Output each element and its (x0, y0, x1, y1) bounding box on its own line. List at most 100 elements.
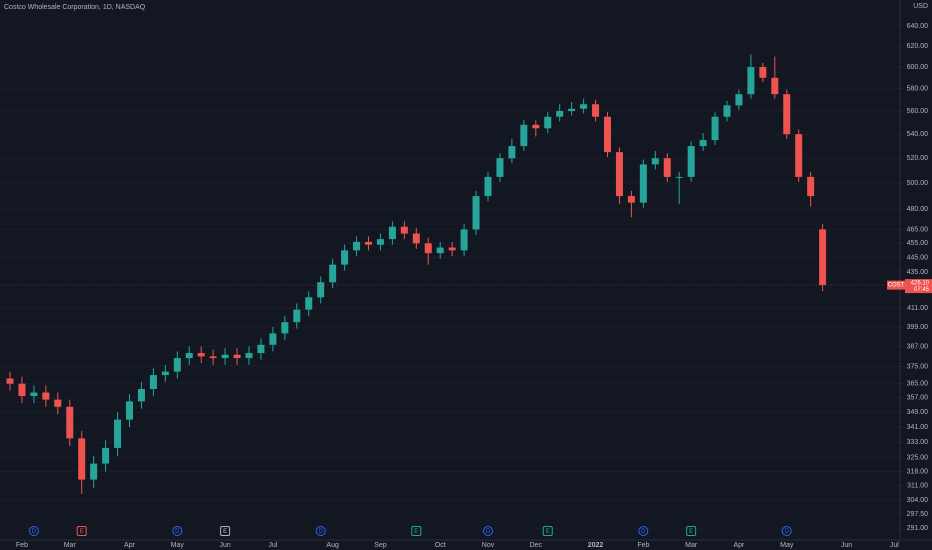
candle-body (149, 375, 157, 389)
candle-body (137, 388, 145, 402)
candle-body (245, 353, 253, 359)
x-tick-label: Mar (64, 542, 77, 549)
candle-body (627, 196, 635, 203)
candle-body (173, 358, 181, 372)
candle-body (568, 108, 576, 112)
candle-body (42, 392, 50, 400)
x-tick-label: Jun (841, 542, 852, 549)
y-tick-label: 399.00 (907, 324, 929, 331)
event-label: D (175, 529, 180, 535)
event-marker[interactable] (542, 526, 553, 536)
candle-body (114, 419, 122, 448)
candle-body (723, 105, 731, 117)
candle-body (412, 233, 420, 244)
y-tick-label: 318.00 (907, 468, 929, 475)
y-tick-label: 311.00 (907, 483, 928, 490)
event-marker[interactable] (76, 526, 87, 536)
y-tick-label: 411.00 (907, 305, 928, 312)
candle-body (126, 401, 133, 420)
event-label: D (641, 529, 646, 535)
candle-body (604, 116, 611, 153)
x-tick-label: Sep (374, 542, 387, 549)
event-marker[interactable] (686, 526, 697, 536)
candle-body (759, 67, 767, 78)
x-tick-label: Aug (326, 542, 339, 549)
candle-body (353, 241, 361, 251)
event-marker[interactable] (638, 526, 649, 536)
chart-title: Costco Wholesale Corporation, 1D, NASDAQ (4, 4, 146, 11)
candle-body (651, 158, 659, 165)
y-tick-label: 357.00 (907, 395, 929, 402)
candle-body (281, 322, 289, 334)
candle-body (376, 239, 384, 245)
candle-body (30, 392, 38, 397)
x-tick-label: Apr (124, 542, 136, 549)
x-tick-label: Feb (637, 542, 649, 549)
y-tick-label: 365.00 (907, 381, 929, 388)
candle-body (305, 297, 313, 310)
candle-body (436, 247, 444, 254)
event-marker[interactable] (28, 526, 39, 536)
price-tag (905, 279, 932, 294)
event-label: D (486, 529, 491, 535)
candle-body (580, 104, 588, 109)
y-tick-label: 341.00 (907, 424, 929, 431)
event-marker[interactable] (781, 526, 792, 536)
candle-body (615, 152, 623, 197)
y-tick-label: 445.00 (907, 254, 929, 261)
x-tick-label: Mar (685, 542, 698, 549)
candle-body (699, 140, 707, 147)
candle-body (592, 104, 600, 117)
event-marker[interactable] (315, 526, 326, 536)
x-tick-label: 2022 (588, 542, 604, 549)
countdown-label: 07:45 (914, 287, 930, 293)
symbol-tag (887, 280, 905, 290)
x-tick-label: Jul (890, 542, 899, 549)
candle-body (269, 333, 277, 345)
event-label: E (80, 529, 84, 535)
x-tick-label: Oct (435, 542, 446, 549)
y-tick-label: 465.00 (907, 226, 929, 233)
candle-body (102, 447, 110, 464)
y-tick-label: 325.00 (907, 455, 929, 462)
candle-body (807, 176, 815, 197)
y-tick-label: 297.50 (907, 511, 929, 518)
y-tick-label: 500.00 (907, 180, 929, 187)
x-tick-label: Jun (219, 542, 230, 549)
candle-body (90, 463, 98, 480)
candle-body (508, 146, 516, 159)
event-marker[interactable] (411, 526, 422, 536)
candle-body (197, 353, 205, 357)
y-tick-label: 580.00 (907, 86, 929, 93)
candle-body (532, 124, 540, 129)
candle-body (520, 124, 528, 147)
candle-body (185, 353, 193, 359)
candle-body (233, 354, 241, 359)
event-marker[interactable] (172, 526, 183, 536)
x-tick-label: Apr (733, 542, 745, 549)
y-tick-label: 333.00 (907, 439, 929, 446)
candle-body (6, 378, 14, 384)
event-label: E (546, 529, 550, 535)
event-marker[interactable] (220, 526, 231, 536)
event-label: D (32, 529, 37, 535)
event-label: E (414, 529, 418, 535)
candle-body (388, 226, 396, 240)
event-label: D (785, 529, 790, 535)
y-tick-label: 375.00 (907, 363, 929, 370)
candle-body (448, 247, 456, 251)
x-tick-label: May (171, 542, 185, 549)
event-label: E (689, 529, 693, 535)
candle-body (161, 371, 169, 376)
y-tick-label: 640.00 (907, 23, 929, 30)
event-label: E (223, 529, 227, 535)
candle-body (66, 406, 74, 439)
y-tick-label: 520.00 (907, 155, 929, 162)
y-tick-label: 304.00 (907, 497, 929, 504)
y-tick-label: 455.00 (907, 240, 929, 247)
candle-body (257, 344, 265, 354)
event-marker[interactable] (483, 526, 493, 536)
candle-body (639, 164, 647, 203)
